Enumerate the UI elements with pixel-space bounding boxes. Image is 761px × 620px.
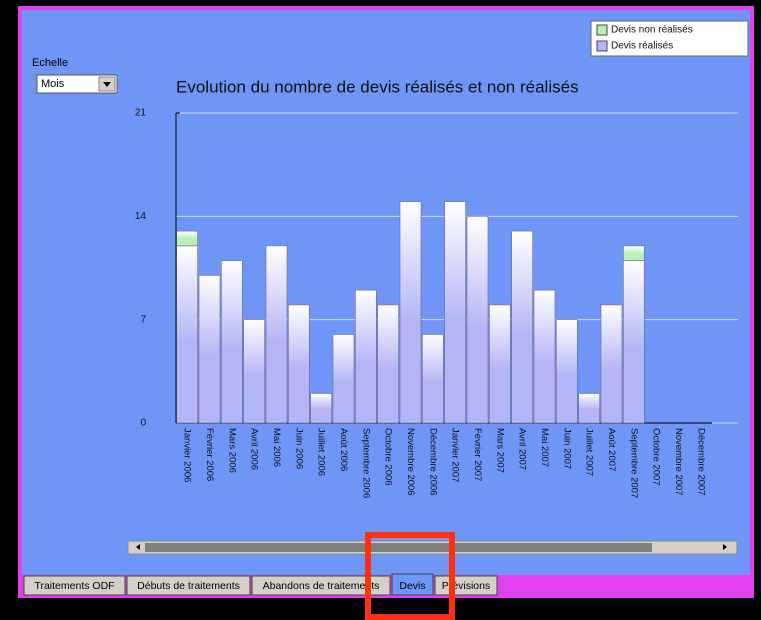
x-tick-label: Novembre 2007 bbox=[673, 428, 684, 496]
dropdown-arrow bbox=[103, 82, 111, 87]
tabs: Traitements ODF Débuts de traitements Aban… bbox=[23, 573, 498, 596]
bar bbox=[489, 304, 511, 424]
tab[interactable] bbox=[126, 575, 251, 596]
bar bbox=[623, 245, 645, 261]
x-tick-label: Février 2006 bbox=[204, 428, 215, 481]
bar bbox=[265, 245, 288, 424]
bar bbox=[332, 334, 355, 424]
x-tick-label: Août 2006 bbox=[338, 428, 349, 471]
scroll-track bbox=[145, 543, 652, 552]
tab[interactable] bbox=[251, 575, 391, 596]
x-tick-label: Novembre 2006 bbox=[405, 428, 416, 496]
x-tick-label: Janvier 2007 bbox=[450, 428, 461, 482]
bar bbox=[600, 304, 623, 424]
tab[interactable] bbox=[23, 575, 126, 596]
x-tick-label: Février 2007 bbox=[472, 428, 483, 481]
bar bbox=[355, 289, 377, 424]
bar bbox=[221, 260, 243, 424]
bar bbox=[288, 304, 310, 424]
bar bbox=[399, 201, 422, 424]
x-tick-label: Mars 2007 bbox=[494, 428, 505, 473]
scroll-left[interactable] bbox=[136, 544, 140, 550]
legend-swatch bbox=[596, 40, 608, 52]
bar bbox=[578, 393, 600, 424]
legend-label: Devis non réalisés bbox=[611, 25, 693, 36]
x-tick-label: Mai 2007 bbox=[539, 428, 550, 467]
tab-label: Abandons de traitements bbox=[263, 580, 380, 592]
tab-label: Devis bbox=[399, 580, 425, 592]
tab-label: Traitements ODF bbox=[34, 580, 114, 592]
chart-title: Evolution du nombre de devis réalisés et… bbox=[176, 77, 579, 96]
x-tick-label: Juin 2007 bbox=[561, 428, 572, 469]
bar bbox=[377, 304, 399, 424]
x-tick-label: Octobre 2007 bbox=[651, 428, 662, 486]
y-tick-label: 0 bbox=[140, 418, 146, 429]
legend bbox=[590, 20, 749, 57]
legend-swatch bbox=[596, 24, 608, 36]
x-tick-label: Décembre 2007 bbox=[695, 428, 706, 496]
bar bbox=[176, 230, 198, 247]
bar bbox=[310, 393, 332, 424]
bar bbox=[176, 245, 198, 424]
x-tick-label: Juin 2006 bbox=[293, 428, 304, 469]
y-tick-label: 21 bbox=[135, 108, 147, 119]
echelle-label: Echelle bbox=[32, 57, 68, 69]
x-tick-label: Décembre 2006 bbox=[427, 428, 438, 496]
bar bbox=[198, 275, 221, 424]
x-tick-label: Juillet 2006 bbox=[316, 428, 327, 476]
plot: 0 7 14 21 Janvier 2006 Février 2006 Mars 2006 A… bbox=[135, 108, 738, 498]
x-tick-label: Mars 2006 bbox=[226, 428, 237, 473]
bar bbox=[623, 260, 645, 424]
bar bbox=[243, 319, 265, 424]
highlight-box bbox=[365, 532, 455, 620]
x-tick-label: Avril 2007 bbox=[517, 428, 528, 470]
dropdown[interactable] bbox=[36, 74, 118, 94]
tab-label: Débuts de traitements bbox=[137, 580, 240, 592]
y-tick-label: 14 bbox=[135, 211, 147, 222]
bar bbox=[556, 319, 578, 424]
x-tick-label: Janvier 2006 bbox=[182, 428, 193, 482]
x-tick-label: Mai 2006 bbox=[271, 428, 282, 467]
scroll-right[interactable] bbox=[723, 544, 727, 550]
x-tick-label: Juillet 2007 bbox=[584, 428, 595, 476]
x-tick-label: Août 2007 bbox=[606, 428, 617, 471]
bar bbox=[422, 334, 444, 424]
dropdown-value: Mois bbox=[41, 78, 65, 90]
bar bbox=[466, 216, 489, 424]
bar bbox=[444, 201, 466, 424]
bar bbox=[533, 289, 556, 424]
bar bbox=[511, 230, 533, 424]
y-tick-label: 7 bbox=[140, 314, 146, 325]
legend-label: Devis réalisés bbox=[611, 41, 673, 52]
x-tick-label: Octobre 2006 bbox=[383, 428, 394, 486]
x-tick-label: Avril 2006 bbox=[249, 428, 260, 470]
x-tick-label: Septembre 2006 bbox=[360, 428, 371, 498]
x-tick-label: Septembre 2007 bbox=[628, 428, 639, 498]
tab[interactable] bbox=[391, 573, 434, 596]
